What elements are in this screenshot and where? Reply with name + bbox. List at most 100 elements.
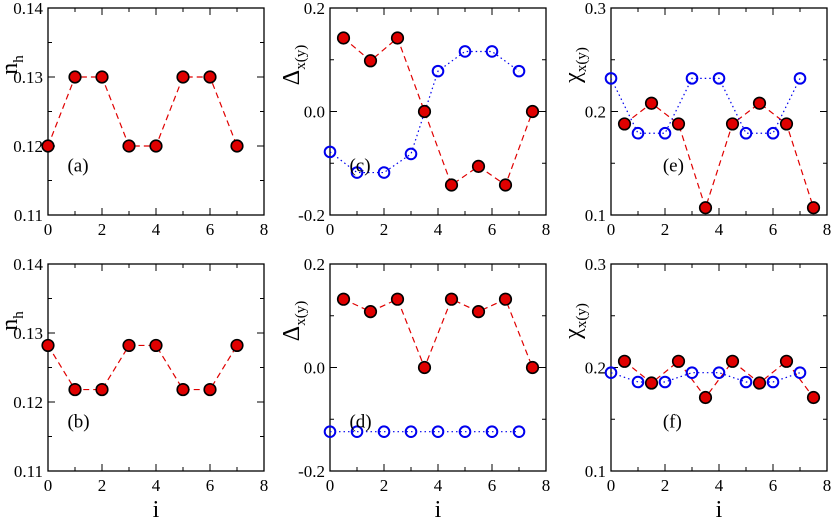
data-point — [793, 72, 807, 85]
data-point — [471, 305, 486, 319]
data-point — [176, 70, 190, 84]
y-tick-label: 0.11 — [14, 462, 43, 481]
data-point — [41, 139, 55, 153]
data-point — [95, 70, 109, 84]
data-point — [363, 305, 378, 319]
y-tick-label: -0.2 — [298, 462, 325, 481]
data-point — [658, 375, 672, 389]
y-axis-label: nh — [0, 311, 27, 331]
x-tick-label: 8 — [542, 220, 551, 239]
series-line-n_h — [47, 344, 238, 391]
y-tick-label: 0.12 — [13, 137, 43, 156]
data-point — [739, 375, 753, 389]
y-tick-label: 0.14 — [13, 0, 43, 18]
data-point — [149, 338, 163, 353]
data-point — [176, 382, 190, 397]
panel-tag: (c) — [349, 155, 370, 176]
data-point — [485, 45, 499, 58]
data-point — [404, 425, 418, 438]
y-tick-label: 0.1 — [585, 206, 606, 225]
x-tick-label: 2 — [380, 476, 389, 495]
data-point — [658, 126, 672, 140]
panel-delta-bottom: 0 2 4 6 8 -0.2 0.0 0.2 Δx(y) i (d) — [279, 255, 550, 520]
data-point — [485, 425, 499, 438]
y-tick-label: 0.2 — [304, 0, 325, 18]
data-point — [95, 382, 109, 397]
y-axis-label: Δx(y) — [279, 45, 309, 85]
x-tick-label: 4 — [434, 220, 443, 239]
data-point — [336, 31, 351, 45]
data-point — [68, 382, 82, 397]
data-point — [685, 72, 699, 85]
data-point — [752, 96, 767, 110]
data-point — [766, 126, 780, 140]
y-tick-label: -0.2 — [298, 206, 325, 225]
data-point — [671, 354, 686, 368]
data-point — [377, 166, 391, 179]
data-point — [712, 72, 726, 85]
panel-chi-top: 0 2 4 6 8 0.1 0.2 0.3 χx(y) (e) — [560, 0, 831, 239]
data-point — [377, 425, 391, 438]
data-point — [698, 201, 713, 215]
series-line-χ_x — [624, 102, 815, 210]
data-point — [617, 117, 632, 131]
data-point — [203, 70, 217, 84]
data-point — [685, 366, 699, 379]
plot-frame — [329, 263, 547, 472]
x-axis-label: i — [435, 497, 442, 520]
data-point — [363, 54, 378, 68]
data-point — [458, 425, 472, 438]
x-tick-label: 8 — [823, 476, 832, 495]
x-tick-label: 4 — [715, 220, 724, 239]
y-axis-label: χx(y) — [560, 303, 590, 340]
data-point — [390, 292, 405, 306]
data-point — [203, 382, 217, 397]
data-point — [390, 31, 405, 45]
y-tick-label: 0.13 — [13, 324, 43, 343]
data-point — [336, 292, 351, 306]
x-tick-label: 8 — [542, 476, 551, 495]
panel-nh-bottom: 0 2 4 6 8 0.11 0.12 0.13 0.14 nh i (b) — [0, 255, 268, 520]
x-tick-label: 2 — [661, 220, 670, 239]
data-point — [806, 201, 821, 215]
x-tick-label: 0 — [44, 220, 53, 239]
data-point — [444, 178, 459, 192]
series-line-n_h — [47, 76, 238, 147]
data-point — [752, 376, 767, 390]
x-axis-label: i — [716, 497, 723, 520]
x-tick-label: 4 — [715, 476, 724, 495]
panel-chi-bottom: 0 2 4 6 8 0.1 0.2 0.3 χx(y) i (f) — [560, 255, 831, 520]
data-point — [350, 425, 364, 438]
x-tick-label: 6 — [206, 220, 215, 239]
x-tick-label: 6 — [488, 476, 497, 495]
data-point — [458, 45, 472, 58]
x-tick-label: 8 — [260, 220, 269, 239]
data-point — [417, 360, 432, 375]
data-point — [404, 147, 418, 161]
y-tick-label: 0.2 — [585, 103, 606, 122]
x-tick-label: 4 — [434, 476, 443, 495]
data-point — [604, 366, 618, 379]
x-tick-label: 8 — [260, 476, 269, 495]
x-tick-label: 0 — [326, 476, 335, 495]
panel-tag: (d) — [349, 411, 371, 432]
x-tick-label: 0 — [326, 220, 335, 239]
data-point — [431, 425, 445, 438]
y-tick-label: 0.2 — [585, 359, 606, 378]
data-point — [617, 354, 632, 368]
data-point — [417, 104, 432, 119]
data-point — [498, 178, 513, 192]
data-point — [644, 96, 659, 110]
x-tick-label: 0 — [607, 220, 616, 239]
y-tick-label: 0.11 — [14, 206, 43, 225]
y-axis-label: nh — [0, 55, 27, 75]
data-point — [793, 366, 807, 379]
x-tick-label: 2 — [661, 476, 670, 495]
y-tick-label: 0.1 — [585, 462, 606, 481]
data-point — [230, 338, 244, 353]
data-point — [431, 64, 445, 78]
x-tick-label: 2 — [98, 220, 107, 239]
data-point — [512, 425, 526, 438]
panel-nh-top: 0 2 4 6 8 0.11 0.12 0.13 0.14 nh (a) — [0, 0, 268, 239]
